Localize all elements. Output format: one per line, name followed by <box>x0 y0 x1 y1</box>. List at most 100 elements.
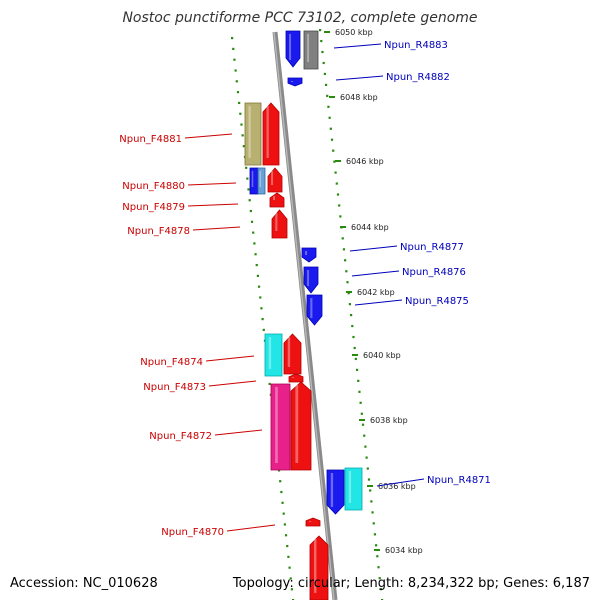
forward-gene-label[interactable]: Npun_F4880 <box>122 181 185 192</box>
track-dot <box>359 401 362 404</box>
track-dot <box>286 544 289 548</box>
track-dot <box>342 248 346 251</box>
track-dot <box>378 577 381 580</box>
track-dot <box>370 500 373 503</box>
gene-npun-r4883[interactable] <box>285 30 301 68</box>
track-dot <box>323 72 326 76</box>
track-dot <box>339 215 342 218</box>
track-dot <box>357 379 360 382</box>
track-dot <box>324 83 328 87</box>
track-dot <box>236 91 240 94</box>
track-dot <box>256 274 260 277</box>
track-dot <box>249 209 252 213</box>
track-dot <box>234 69 237 72</box>
track-dot <box>287 555 290 558</box>
forward-gene-label[interactable]: Npun_F4878 <box>127 226 190 237</box>
track-dot <box>281 501 284 504</box>
forward-gene-label[interactable]: Npun_F4874 <box>140 357 203 368</box>
forward-gene-label[interactable]: Npun_F4870 <box>161 527 224 538</box>
gene-npun-r4883-b[interactable] <box>303 30 319 70</box>
track-dot <box>239 112 242 115</box>
gene-npun-r4882[interactable] <box>287 77 303 87</box>
gene-npun-r4876[interactable] <box>303 266 319 294</box>
track-dot <box>350 314 353 317</box>
forward-gene-label[interactable]: Npun_F4879 <box>122 202 185 213</box>
label-leader <box>349 245 398 252</box>
label-leader <box>376 478 425 487</box>
gene-npun-f4870-b[interactable] <box>309 535 329 600</box>
track-dot <box>240 123 243 126</box>
gene-npun-r4875[interactable] <box>306 294 323 326</box>
track-dot <box>375 544 378 547</box>
track-dot <box>346 281 349 284</box>
track-dot <box>327 105 330 108</box>
reverse-gene-label[interactable]: Npun_R4882 <box>386 72 450 83</box>
reverse-gene-label[interactable]: Npun_R4877 <box>400 242 464 253</box>
gene-npun-f4881-b[interactable] <box>262 102 280 166</box>
track-dot <box>262 328 265 332</box>
gene-npun-f4873[interactable] <box>288 373 304 383</box>
scale-label: 6042 kbp <box>357 288 395 297</box>
genome-title: Nostoc punctiforme PCC 73102, complete g… <box>122 10 477 26</box>
gene-npun-f4872[interactable] <box>270 383 291 471</box>
track-dot <box>338 204 341 207</box>
forward-gene-label[interactable]: Npun_F4881 <box>119 134 182 145</box>
track-dot <box>328 116 331 119</box>
track-dot <box>365 456 368 459</box>
gene-npun-f4880[interactable] <box>249 167 259 195</box>
label-leader <box>354 299 403 306</box>
scale-label: 6036 kbp <box>378 482 416 491</box>
track-dot <box>322 61 325 65</box>
track-dot <box>366 467 369 470</box>
gene-npun-f4874[interactable] <box>264 333 283 377</box>
gene-npun-r4877[interactable] <box>301 247 317 263</box>
gene-npun-f4878[interactable] <box>271 209 288 239</box>
track-dot <box>333 160 336 163</box>
label-leader <box>214 429 263 436</box>
topology-text: Topology: circular; Length: 8,234,322 bp… <box>232 576 590 591</box>
track-dot <box>268 382 271 386</box>
track-dot <box>363 434 366 437</box>
track-dot <box>353 346 356 350</box>
track-dot <box>290 588 294 591</box>
reverse-gene-label[interactable]: Npun_R4875 <box>405 296 469 307</box>
track-dot <box>358 390 361 393</box>
track-dot <box>242 145 245 148</box>
gene-npun-f4874-b[interactable] <box>283 333 302 375</box>
gene-npun-f4881[interactable] <box>244 102 262 166</box>
track-dot <box>332 149 335 152</box>
gene-npun-f4870[interactable] <box>305 517 321 527</box>
scale-label: 6046 kbp <box>346 157 384 166</box>
track-dot <box>352 335 355 339</box>
track-dot <box>241 134 244 137</box>
track-dot <box>284 534 288 537</box>
gene-npun-f4872-b[interactable] <box>290 381 312 471</box>
gene-npun-f4879[interactable] <box>267 167 283 193</box>
track-dot <box>355 368 359 372</box>
label-leader <box>335 75 384 81</box>
reverse-gene-label[interactable]: Npun_R4871 <box>427 475 491 486</box>
forward-gene-label[interactable]: Npun_F4872 <box>149 431 212 442</box>
reverse-gene-label[interactable]: Npun_R4883 <box>384 40 448 51</box>
gene-npun-f4880-b[interactable] <box>257 167 266 195</box>
chromosome-backbone <box>272 31 338 600</box>
track-dot <box>233 58 236 61</box>
track-dot <box>261 318 264 321</box>
track-dot <box>372 522 375 525</box>
track-dot <box>252 231 255 234</box>
gene-npun-f4879-b[interactable] <box>269 192 285 208</box>
track-dot <box>250 220 254 223</box>
forward-gene-label[interactable]: Npun_F4873 <box>143 382 206 393</box>
track-dot <box>348 303 352 306</box>
gene-npun-r4871-b[interactable] <box>344 467 363 511</box>
reverse-gene-label[interactable]: Npun_R4876 <box>402 267 466 278</box>
track-dot <box>280 490 283 494</box>
track-dot <box>367 478 371 481</box>
track-dot <box>364 445 367 448</box>
track-dot <box>231 37 234 40</box>
gene-npun-r4871[interactable] <box>326 469 345 515</box>
track-dot <box>344 259 347 262</box>
track-dot <box>282 512 285 515</box>
label-leader <box>184 133 233 139</box>
